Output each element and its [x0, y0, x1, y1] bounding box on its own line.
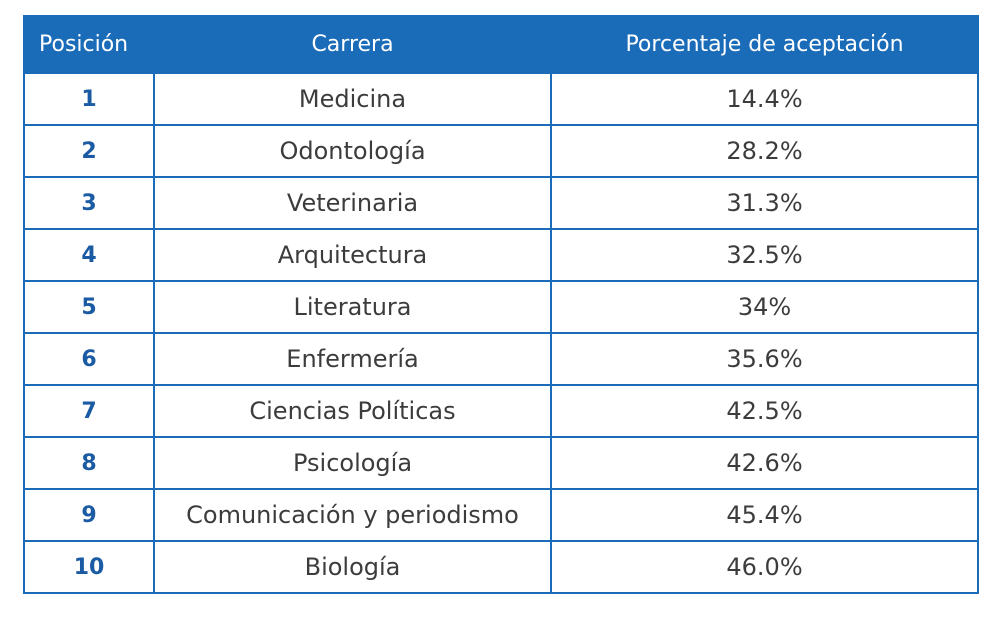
cell-position: 7	[23, 384, 155, 438]
cell-acceptance: 34%	[550, 280, 979, 334]
table-row: 2 Odontología 28.2%	[23, 124, 979, 178]
cell-position: 10	[23, 540, 155, 594]
table-row: 9 Comunicación y periodismo 45.4%	[23, 488, 979, 542]
cell-acceptance: 35.6%	[550, 332, 979, 386]
table-row: 10 Biología 46.0%	[23, 540, 979, 594]
header-career: Carrera	[153, 15, 552, 74]
cell-career: Ciencias Políticas	[153, 384, 552, 438]
acceptance-table: Posición Carrera Porcentaje de aceptació…	[23, 15, 979, 594]
acceptance-table-container: Posición Carrera Porcentaje de aceptació…	[23, 15, 979, 594]
cell-career: Psicología	[153, 436, 552, 490]
cell-position: 3	[23, 176, 155, 230]
cell-acceptance: 32.5%	[550, 228, 979, 282]
cell-position: 9	[23, 488, 155, 542]
cell-position: 8	[23, 436, 155, 490]
table-row: 6 Enfermería 35.6%	[23, 332, 979, 386]
header-position: Posición	[23, 15, 155, 74]
cell-career: Biología	[153, 540, 552, 594]
cell-acceptance: 31.3%	[550, 176, 979, 230]
cell-acceptance: 42.5%	[550, 384, 979, 438]
cell-acceptance: 46.0%	[550, 540, 979, 594]
cell-acceptance: 45.4%	[550, 488, 979, 542]
table-header: Posición Carrera Porcentaje de aceptació…	[23, 15, 979, 74]
cell-acceptance: 14.4%	[550, 72, 979, 126]
table-row: 5 Literatura 34%	[23, 280, 979, 334]
table-row: 4 Arquitectura 32.5%	[23, 228, 979, 282]
header-acceptance: Porcentaje de aceptación	[550, 15, 979, 74]
cell-career: Odontología	[153, 124, 552, 178]
cell-position: 5	[23, 280, 155, 334]
cell-position: 4	[23, 228, 155, 282]
cell-position: 1	[23, 72, 155, 126]
cell-acceptance: 42.6%	[550, 436, 979, 490]
table-body: 1 Medicina 14.4% 2 Odontología 28.2% 3 V…	[23, 72, 979, 594]
cell-career: Enfermería	[153, 332, 552, 386]
table-row: 7 Ciencias Políticas 42.5%	[23, 384, 979, 438]
cell-career: Veterinaria	[153, 176, 552, 230]
cell-career: Literatura	[153, 280, 552, 334]
header-row: Posición Carrera Porcentaje de aceptació…	[23, 15, 979, 74]
cell-career: Medicina	[153, 72, 552, 126]
cell-position: 2	[23, 124, 155, 178]
cell-career: Comunicación y periodismo	[153, 488, 552, 542]
table-row: 1 Medicina 14.4%	[23, 72, 979, 126]
cell-acceptance: 28.2%	[550, 124, 979, 178]
table-row: 8 Psicología 42.6%	[23, 436, 979, 490]
cell-career: Arquitectura	[153, 228, 552, 282]
table-row: 3 Veterinaria 31.3%	[23, 176, 979, 230]
cell-position: 6	[23, 332, 155, 386]
